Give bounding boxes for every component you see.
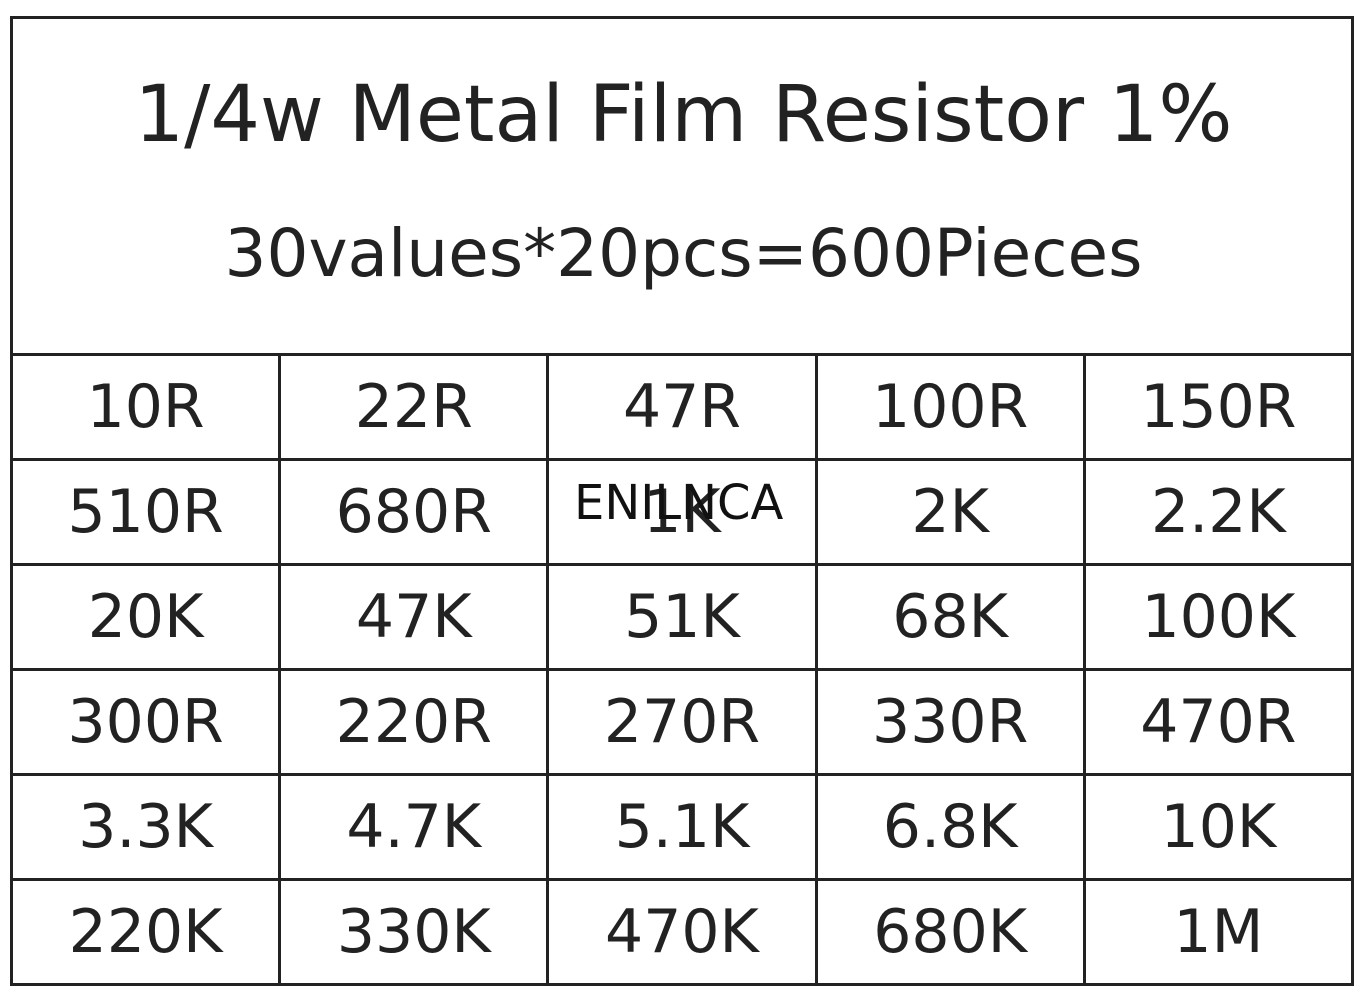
table-cell: 220K — [9, 878, 282, 986]
table-cell: 150R — [1082, 353, 1355, 461]
table-cell: 68K — [814, 563, 1086, 671]
table-cell: 10K — [1082, 773, 1355, 881]
table-cell: 2K — [814, 458, 1086, 566]
table-row: 3.3K 4.7K 5.1K 6.8K 10K — [9, 773, 1355, 881]
table-cell: 20K — [9, 563, 282, 671]
table-cell: 4.7K — [278, 773, 550, 881]
table-cell: 330R — [814, 668, 1086, 776]
table-cell: 1M — [1082, 878, 1355, 986]
table-row: 510R 680R 1K 2K 2.2K — [9, 458, 1355, 566]
table-cell: 1K — [546, 458, 818, 566]
table-cell: 22R — [278, 353, 550, 461]
table-row: 300R 220R 270R 330R 470R — [9, 668, 1355, 776]
table-row: 220K 330K 470K 680K 1M — [9, 878, 1355, 986]
table-cell: 51K — [546, 563, 818, 671]
table-cell: 6.8K — [814, 773, 1086, 881]
table-cell: 680K — [814, 878, 1086, 986]
table-cell: 47R — [546, 353, 818, 461]
table-cell: 220R — [278, 668, 550, 776]
table-row: 10R 22R 47R 100R 150R — [9, 353, 1355, 461]
table-cell: 470K — [546, 878, 818, 986]
table-cell: 470R — [1082, 668, 1355, 776]
table-cell: 5.1K — [546, 773, 818, 881]
table-cell: 3.3K — [9, 773, 282, 881]
table-cell: 330K — [278, 878, 550, 986]
value-table: 10R 22R 47R 100R 150R 510R 680R 1K 2K 2.2K 20K 47K 5… — [9, 353, 1355, 986]
table-cell: 47K — [278, 563, 550, 671]
table-cell: 100K — [1082, 563, 1355, 671]
table-row: 20K 47K 51K 68K 100K — [9, 563, 1355, 671]
table-cell: 680R — [278, 458, 550, 566]
title: 1/4w Metal Film Resistor 1% — [134, 70, 1233, 160]
table-cell: 10R — [9, 353, 282, 461]
table-cell: 300R — [9, 668, 282, 776]
table-cell: 270R — [546, 668, 818, 776]
subtitle: 30values*20pcs=600Pieces — [224, 215, 1143, 292]
table-cell: 510R — [9, 458, 282, 566]
table-cell: 2.2K — [1082, 458, 1355, 566]
table-cell: 100R — [814, 353, 1086, 461]
watermark: ENILNCA — [574, 475, 784, 531]
